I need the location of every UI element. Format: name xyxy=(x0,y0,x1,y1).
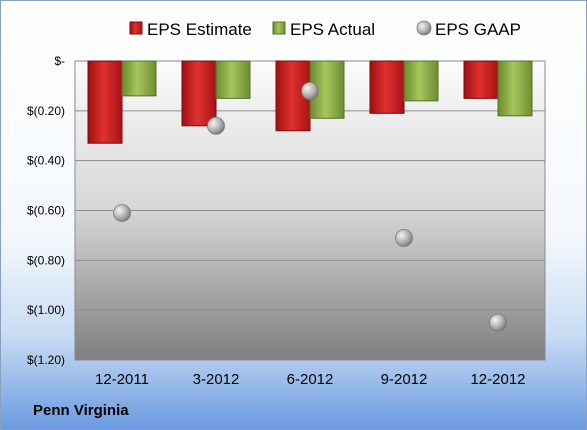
y-axis: $- $(0.20) $(0.40) $(0.60) $(0.80) $(1.00) $(1… xyxy=(27,54,65,367)
eps-actual-bar xyxy=(403,60,439,102)
y-tick-label: $(0.60) xyxy=(27,204,65,218)
company-name: Penn Virginia xyxy=(33,402,129,419)
x-tick-label: 9-2012 xyxy=(381,371,428,388)
legend-swatch xyxy=(129,21,143,35)
eps-estimate-bar xyxy=(463,60,499,99)
y-tick-label: $- xyxy=(54,54,65,68)
x-tick-label: 3-2012 xyxy=(193,371,240,388)
bar-series xyxy=(87,60,533,144)
gridlines xyxy=(75,110,545,311)
y-tick-label: $(1.20) xyxy=(27,353,65,367)
eps-actual-bar xyxy=(215,60,251,99)
legend-swatch xyxy=(272,21,286,35)
y-tick-label: $(1.00) xyxy=(27,303,65,317)
eps-gaap-marker xyxy=(395,229,413,247)
eps-actual-bar xyxy=(309,60,345,119)
y-tick-label: $(0.80) xyxy=(27,253,65,267)
eps-actual-bar xyxy=(121,60,157,97)
eps-estimate-bar xyxy=(87,60,123,144)
x-tick-label: 6-2012 xyxy=(287,371,334,388)
legend-label: EPS GAAP xyxy=(435,20,521,39)
eps-gaap-marker xyxy=(113,204,131,222)
y-tick-label: $(0.20) xyxy=(27,104,65,118)
legend: EPS Estimate EPS Actual EPS GAAP xyxy=(129,20,521,39)
eps-estimate-bar xyxy=(369,60,405,114)
eps-gaap-marker xyxy=(301,82,319,100)
x-axis: 12-2011 3-2012 6-2012 9-2012 12-2012 xyxy=(95,371,526,388)
x-tick-label: 12-2011 xyxy=(95,371,149,388)
legend-label: EPS Estimate xyxy=(147,20,252,39)
legend-swatch xyxy=(416,20,432,36)
eps-estimate-bar xyxy=(181,60,217,127)
eps-gaap-marker xyxy=(489,313,507,332)
eps-gaap-marker xyxy=(207,116,225,135)
legend-label: EPS Actual xyxy=(290,20,375,39)
eps-actual-bar xyxy=(497,60,533,117)
x-tick-label: 12-2012 xyxy=(470,371,525,388)
y-tick-label: $(0.40) xyxy=(27,154,65,168)
gaap-markers xyxy=(113,82,507,332)
